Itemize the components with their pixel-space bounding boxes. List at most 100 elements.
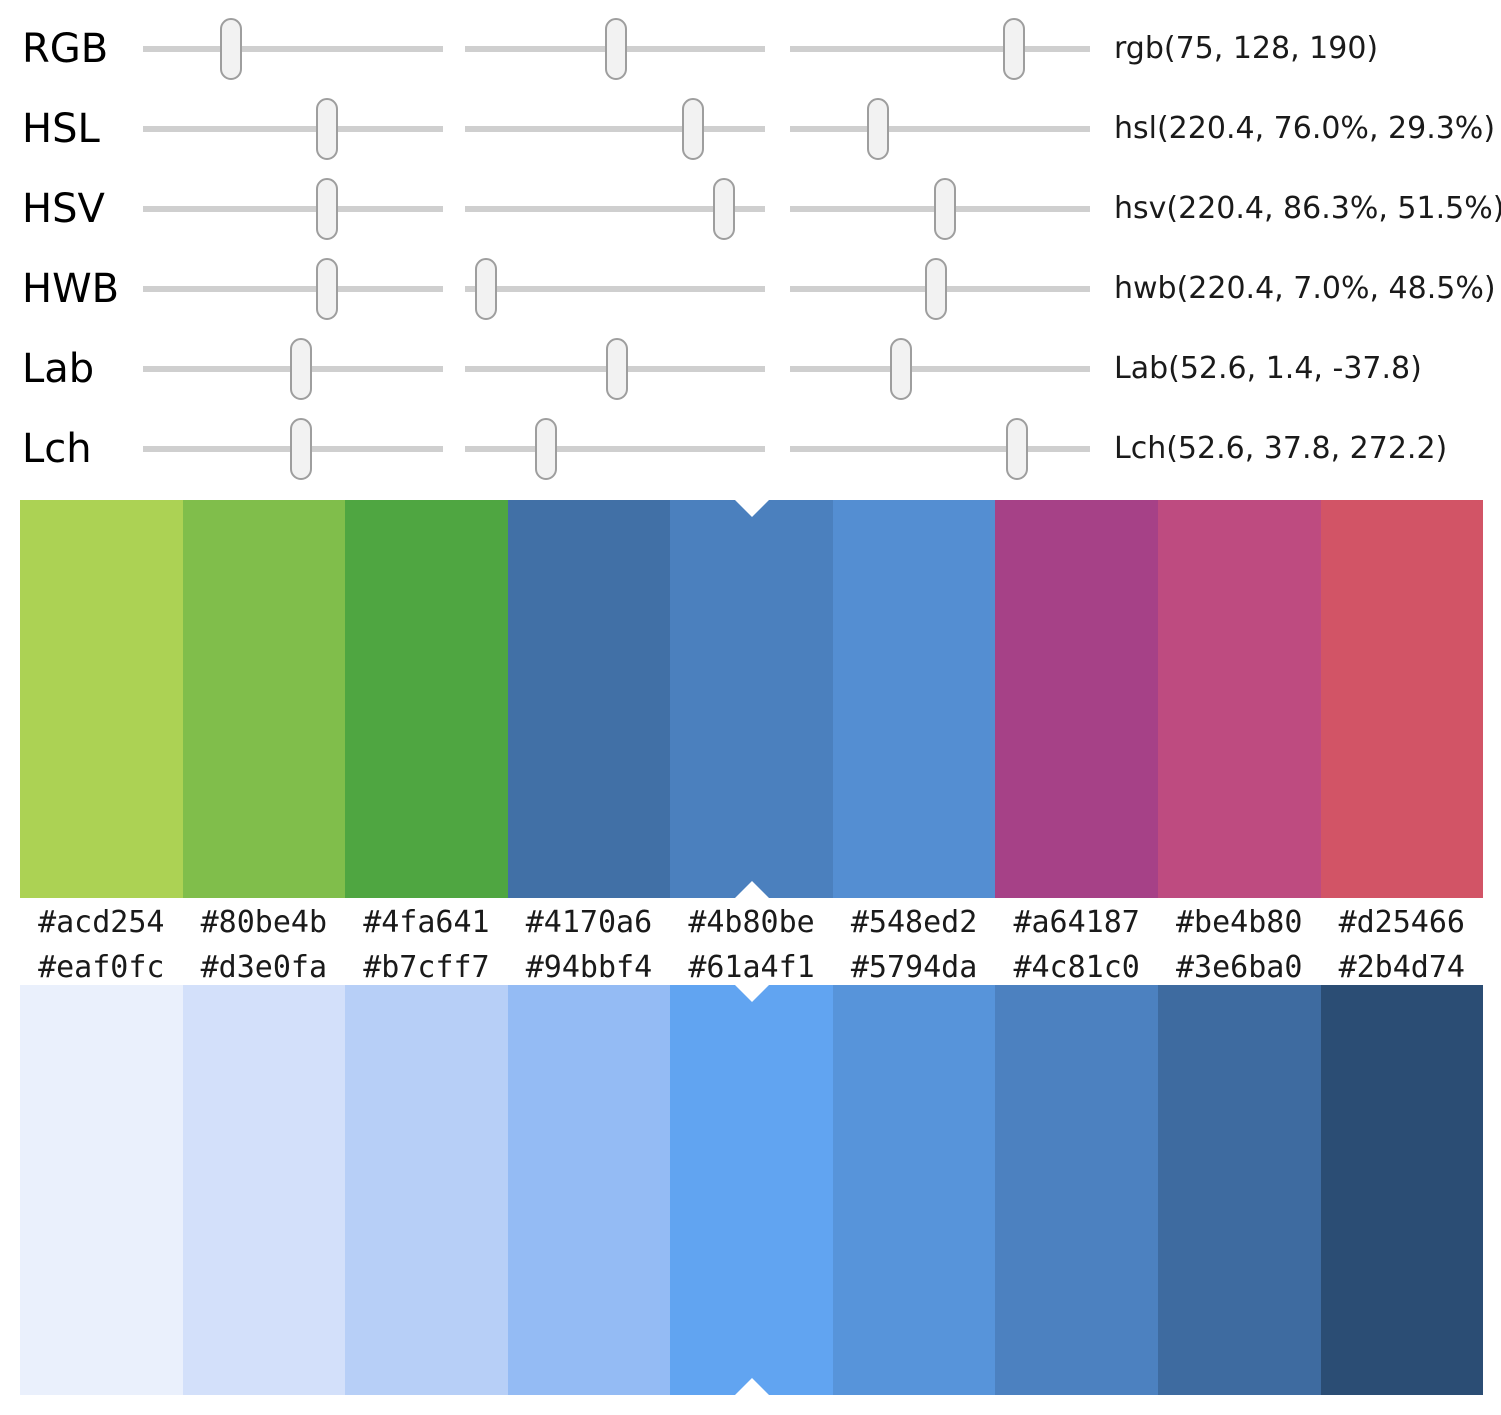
selected-swatch-marker-top-icon [734,985,769,1002]
slider-row-hsv: HSV hsv(220.4, 86.3%, 51.5%) [0,169,1501,249]
slider-handle[interactable] [890,338,912,400]
slider-track[interactable] [465,206,765,212]
slider-track[interactable] [143,286,443,292]
slider-row-label: Lch [22,426,92,472]
slider-handle[interactable] [1005,418,1028,480]
slider-track[interactable] [790,126,1090,132]
slider-handle[interactable] [220,18,243,80]
slider-row-hwb: HWB hwb(220.4, 7.0%, 48.5%) [0,249,1501,329]
hex-code-label: #4b80be [688,905,815,940]
slider-handle[interactable] [535,418,557,480]
color-swatch[interactable] [832,985,996,1395]
hex-label-row-top: #acd254 #80be4b #4fa641 #4170a6 #4b80be #548e… [20,900,1483,946]
hex-code-label: #be4b80 [1176,905,1303,940]
color-swatch[interactable] [182,985,346,1395]
color-swatch[interactable] [1157,500,1321,898]
slider-track[interactable] [790,446,1090,452]
slider-lch-chroma[interactable] [465,409,765,489]
color-swatch[interactable] [345,500,508,898]
hex-code-label: #b7cff7 [363,950,490,985]
slider-track[interactable] [465,126,765,132]
hex-code-label: #d3e0fa [200,950,328,985]
slider-handle[interactable] [604,18,627,80]
slider-track[interactable] [790,46,1090,52]
color-swatch[interactable] [345,985,508,1395]
slider-handle[interactable] [289,418,312,480]
slider-handle[interactable] [315,98,338,160]
slider-row-lch: Lch Lch(52.6, 37.8, 272.2) [0,409,1501,489]
color-swatch[interactable] [670,985,833,1395]
hex-code-label: #2b4d74 [1338,950,1465,985]
slider-hwb-hue[interactable] [143,249,443,329]
hex-code-label: #80be4b [200,905,328,940]
slider-lch-hue[interactable] [790,409,1090,489]
color-swatch[interactable] [995,985,1158,1395]
slider-hsl-saturation[interactable] [465,89,765,169]
color-value-lch: Lch(52.6, 37.8, 272.2) [1114,431,1448,466]
slider-hsl-lightness[interactable] [790,89,1090,169]
hex-code-label: #3e6ba0 [1176,950,1303,985]
color-swatch[interactable] [1320,500,1484,898]
slider-track[interactable] [790,366,1090,372]
selected-swatch-marker-bottom-icon [734,881,769,898]
hex-label-row-bottom: #eaf0fc #d3e0fa #b7cff7 #94bbf4 #61a4f1 #5794… [20,945,1483,991]
slider-hwb-whiteness[interactable] [465,249,765,329]
palette-strip-bottom [20,985,1484,1395]
slider-track[interactable] [465,286,765,292]
slider-handle[interactable] [682,98,704,160]
slider-track[interactable] [143,206,443,212]
slider-lab-lightness[interactable] [143,329,443,409]
slider-lch-lightness[interactable] [143,409,443,489]
slider-lab-a-axis[interactable] [465,329,765,409]
slider-hsv-value[interactable] [790,169,1090,249]
slider-row-label: HWB [22,266,120,312]
hex-code-label: #d25466 [1338,905,1465,940]
slider-track[interactable] [143,126,443,132]
color-swatch[interactable] [995,500,1158,898]
slider-row-label: HSL [22,106,100,152]
color-swatch[interactable] [507,500,671,898]
slider-hsv-saturation[interactable] [465,169,765,249]
slider-rgb-green[interactable] [465,9,765,89]
slider-row-lab: Lab Lab(52.6, 1.4, -37.8) [0,329,1501,409]
color-value-lab: Lab(52.6, 1.4, -37.8) [1114,351,1422,386]
slider-handle[interactable] [924,258,947,320]
slider-row-hsl: HSL hsl(220.4, 76.0%, 29.3%) [0,89,1501,169]
color-swatch[interactable] [670,500,833,898]
slider-handle[interactable] [289,338,312,400]
slider-handle[interactable] [605,338,628,400]
slider-handle[interactable] [315,178,338,240]
color-swatch[interactable] [182,500,346,898]
slider-hsv-hue[interactable] [143,169,443,249]
color-value-hsv: hsv(220.4, 86.3%, 51.5%) [1114,191,1501,226]
hex-code-label: #acd254 [38,905,165,940]
hex-code-label: #a64187 [1013,905,1140,940]
color-swatch[interactable] [507,985,671,1395]
color-swatch[interactable] [1157,985,1321,1395]
slider-lab-b-axis[interactable] [790,329,1090,409]
selected-swatch-marker-bottom-icon [734,1378,769,1395]
slider-handle[interactable] [475,258,497,320]
color-value-hwb: hwb(220.4, 7.0%, 48.5%) [1114,271,1496,306]
color-swatch[interactable] [1320,985,1484,1395]
slider-rgb-blue[interactable] [790,9,1090,89]
color-swatch[interactable] [832,500,996,898]
slider-rgb-red[interactable] [143,9,443,89]
color-swatch[interactable] [20,500,183,898]
slider-handle[interactable] [866,98,889,160]
slider-track[interactable] [465,446,765,452]
slider-row-rgb: RGB rgb(75, 128, 190) [0,9,1501,89]
slider-track[interactable] [143,46,443,52]
color-value-rgb: rgb(75, 128, 190) [1114,31,1379,66]
color-swatch[interactable] [20,985,183,1395]
slider-handle[interactable] [712,178,735,240]
slider-hsl-hue[interactable] [143,89,443,169]
slider-handle[interactable] [933,178,956,240]
hex-code-label: #4fa641 [363,905,490,940]
hex-code-label: #61a4f1 [688,950,815,985]
slider-handle[interactable] [1002,18,1025,80]
slider-hwb-blackness[interactable] [790,249,1090,329]
hex-code-label: #4170a6 [525,905,653,940]
slider-row-label: HSV [22,186,105,232]
slider-handle[interactable] [315,258,338,320]
